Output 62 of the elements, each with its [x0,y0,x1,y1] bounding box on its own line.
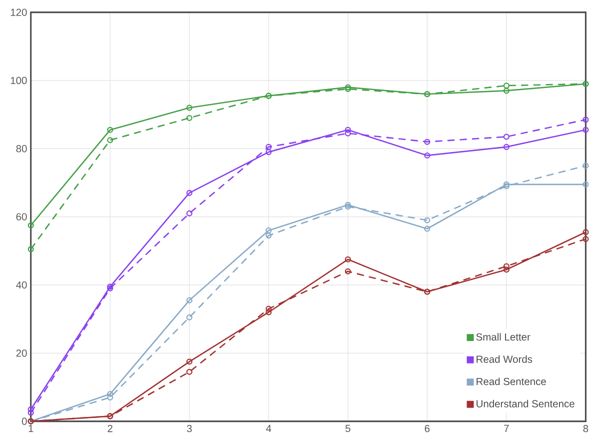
legend-label: Small Letter [476,333,530,341]
point [503,82,510,89]
point [344,202,351,208]
point [424,217,430,224]
y-tick-label: 40 [16,281,27,289]
x-tick-label: 7 [504,424,509,432]
point [424,152,430,159]
point [503,88,510,94]
point [266,149,272,156]
point [344,130,351,136]
legend-label: Understand Sentence [476,400,574,408]
point [503,181,510,188]
x-tick-label: 8 [583,424,588,432]
point [503,183,510,190]
x-tick-label: 2 [108,424,112,432]
point [582,162,589,169]
x-tick-label: 3 [186,424,192,432]
point [186,115,192,122]
point [503,266,510,273]
point [424,226,430,232]
y-tick-label: 20 [16,350,27,357]
y-tick-label: 100 [10,76,27,84]
point [107,391,114,398]
point [186,314,192,320]
point [186,190,192,196]
point [424,138,430,145]
point [344,204,351,210]
point [186,297,192,304]
y-tick-label: 80 [16,145,27,152]
point [186,104,192,111]
y-tick-label: 60 [16,213,27,220]
point [107,394,114,401]
point [186,210,192,216]
point [344,268,351,274]
point [344,256,351,262]
point [28,410,34,416]
x-tick-label: 1 [28,424,34,432]
point [503,263,510,270]
point [266,309,272,316]
point [266,232,272,239]
y-tick-label: 0 [22,418,27,425]
x-tick-label: 6 [424,424,430,432]
legend-label: Read Words [476,355,532,363]
point [266,227,272,234]
point [344,126,351,133]
point [582,236,589,242]
point [266,306,272,312]
y-tick-label: 120 [10,8,27,16]
point [186,368,192,375]
x-tick-label: 5 [345,424,350,432]
point [344,84,351,90]
point [503,134,510,140]
point [28,246,34,252]
point [344,86,351,92]
point [266,144,272,150]
x-tick-label: 4 [266,424,272,432]
point [107,137,114,144]
point [186,358,192,365]
legend-label: Read Sentence [476,378,546,386]
point [503,144,510,150]
point [582,116,589,123]
point [107,126,114,133]
